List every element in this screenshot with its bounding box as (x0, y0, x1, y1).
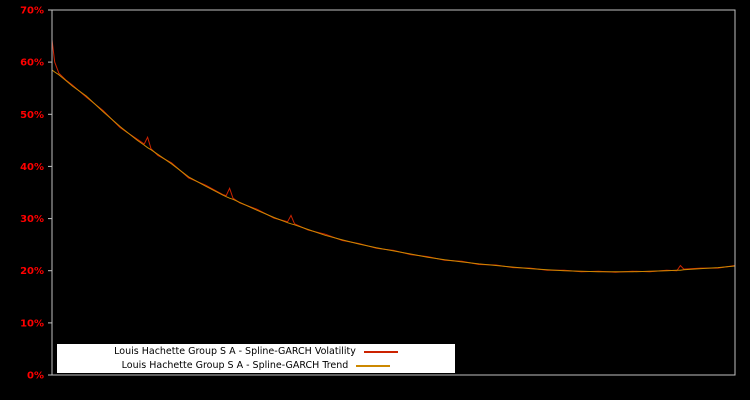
y-tick-label: 20% (20, 266, 44, 277)
legend-label-trend: Louis Hachette Group S A - Spline-GARCH … (121, 360, 349, 371)
series-line (51, 39, 736, 273)
series-line (51, 69, 736, 273)
y-tick-label: 0% (27, 371, 44, 382)
chart-legend: Louis Hachette Group S A - Spline-GARCH … (57, 344, 455, 373)
legend-row-trend: Louis Hachette Group S A - Spline-GARCH … (57, 359, 455, 372)
legend-row-volatility: Louis Hachette Group S A - Spline-GARCH … (57, 345, 455, 358)
legend-label-volatility: Louis Hachette Group S A - Spline-GARCH … (114, 346, 356, 357)
y-tick-label: 70% (20, 6, 44, 17)
volatility-line-swatch (363, 350, 398, 353)
y-tick-label: 30% (20, 214, 44, 225)
y-tick-label: 10% (20, 318, 44, 329)
trend-line-swatch (356, 364, 391, 367)
y-tick-label: 50% (20, 110, 44, 121)
y-tick-label: 60% (20, 58, 44, 69)
plot-border (51, 9, 736, 376)
y-tick-label: 40% (20, 162, 44, 173)
